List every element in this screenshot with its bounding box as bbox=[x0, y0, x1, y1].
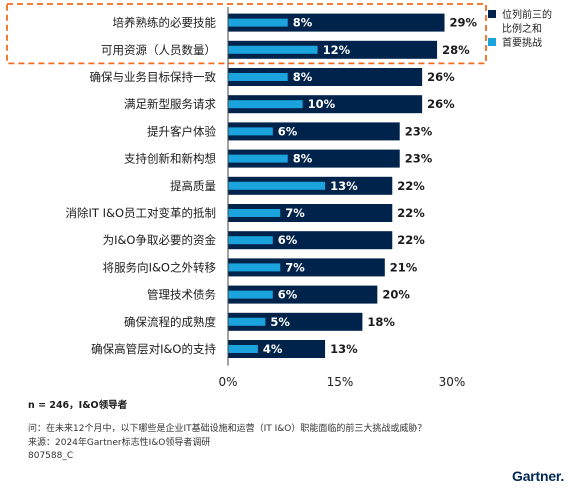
legend-label: 比例之和 bbox=[502, 22, 542, 35]
bar-top-three bbox=[228, 149, 400, 168]
source-note: 来源：2024年Gartner标志性I&O领导者调研 bbox=[28, 438, 211, 448]
bar-top-challenge-value-label: 8% bbox=[293, 70, 313, 84]
bar-top-three-value-label: 21% bbox=[390, 260, 418, 274]
bar-top-three-value-label: 22% bbox=[397, 179, 425, 193]
bar-top-three-value-label: 23% bbox=[405, 124, 433, 138]
bar-top-challenge bbox=[228, 317, 266, 326]
category-label: 提高质量 bbox=[170, 179, 216, 193]
bar-top-challenge bbox=[228, 263, 281, 272]
bar-top-challenge bbox=[228, 345, 258, 353]
bar-top-three bbox=[228, 258, 385, 277]
question-note: 问：在未来12个月中，以下哪些是企业IT基础设施和运营（IT I&O）职能面临的… bbox=[28, 424, 427, 434]
bar-top-challenge-value-label: 7% bbox=[285, 260, 305, 274]
bar-top-challenge-value-label: 5% bbox=[270, 315, 290, 329]
bar-top-challenge-value-label: 8% bbox=[293, 152, 313, 166]
bar-top-three bbox=[228, 40, 438, 59]
legend-label: 首要挑战 bbox=[502, 36, 542, 49]
category-label: 可用资源（人员数量） bbox=[101, 43, 216, 57]
bar-top-three-value-label: 28% bbox=[442, 43, 470, 57]
category-label: 消除IT I&O员工对变革的抵制 bbox=[66, 206, 216, 220]
bar-top-three-value-label: 13% bbox=[330, 342, 358, 356]
bar-top-challenge-value-label: 6% bbox=[278, 124, 298, 138]
bar-top-three-value-label: 18% bbox=[367, 315, 395, 329]
category-label: 将服务向I&O之外转移 bbox=[103, 260, 217, 274]
bar-top-three-value-label: 29% bbox=[450, 16, 478, 30]
bar-top-challenge-value-label: 7% bbox=[285, 206, 305, 220]
category-label: 满足新型服务请求 bbox=[124, 97, 216, 111]
bar-top-three bbox=[228, 68, 423, 86]
legend-swatch bbox=[488, 10, 496, 18]
bar-top-challenge bbox=[228, 290, 273, 299]
logo-text: Gartner bbox=[512, 468, 561, 484]
bar-top-challenge-value-label: 13% bbox=[330, 179, 358, 193]
bar-top-three bbox=[228, 122, 400, 141]
bar-top-challenge-value-label: 4% bbox=[263, 342, 283, 356]
legend-label: 位列前三的 bbox=[502, 8, 552, 21]
bar-top-challenge bbox=[228, 209, 281, 217]
bar-top-three bbox=[228, 231, 393, 250]
bar-top-three-value-label: 22% bbox=[397, 233, 425, 247]
bar-top-challenge bbox=[228, 45, 318, 54]
bar-top-challenge-value-label: 10% bbox=[308, 97, 336, 111]
bar-top-challenge-value-label: 8% bbox=[293, 16, 313, 30]
bar-top-three-value-label: 26% bbox=[427, 97, 455, 111]
bar-top-challenge-value-label: 12% bbox=[323, 43, 351, 57]
bar-top-challenge bbox=[228, 100, 303, 109]
bar-top-three-value-label: 26% bbox=[427, 70, 455, 84]
x-tick-label: 0% bbox=[218, 375, 237, 389]
bar-top-challenge bbox=[228, 73, 288, 81]
bar-top-three bbox=[228, 340, 326, 358]
chart-id-note: 807588_C bbox=[28, 451, 74, 461]
category-label: 管理技术债务 bbox=[147, 288, 216, 302]
bar-top-three bbox=[228, 285, 378, 304]
category-label: 为I&O争取必要的资金 bbox=[103, 233, 217, 247]
category-label: 确保与业务目标保持一致 bbox=[90, 70, 217, 84]
category-label: 培养熟练的必要技能 bbox=[113, 16, 217, 30]
category-label: 提升客户体验 bbox=[147, 124, 216, 138]
category-label: 支持创新和新构想 bbox=[124, 152, 216, 166]
bar-top-challenge-value-label: 6% bbox=[278, 233, 298, 247]
bar-top-three-value-label: 23% bbox=[405, 152, 433, 166]
x-tick-label: 15% bbox=[327, 375, 354, 389]
bar-top-three bbox=[228, 13, 445, 32]
legend-swatch bbox=[488, 38, 496, 46]
bar-top-challenge bbox=[228, 18, 288, 27]
bar-top-three-value-label: 20% bbox=[382, 288, 410, 302]
x-tick-label: 30% bbox=[439, 375, 466, 389]
bar-top-challenge bbox=[228, 127, 273, 136]
bar-top-challenge bbox=[228, 236, 273, 245]
bar-top-three bbox=[228, 95, 423, 114]
bar-top-three bbox=[228, 312, 363, 331]
category-label: 确保高管层对I&O的支持 bbox=[91, 342, 216, 356]
bar-top-challenge bbox=[228, 181, 326, 190]
bar-top-three-value-label: 22% bbox=[397, 206, 425, 220]
logo-dot: . bbox=[560, 468, 565, 484]
bar-top-challenge-value-label: 6% bbox=[278, 288, 298, 302]
sample-size-note: n = 246，I&O领导者 bbox=[28, 400, 128, 411]
category-label: 确保流程的成熟度 bbox=[124, 315, 216, 329]
bar-top-three bbox=[228, 204, 393, 222]
bar-top-challenge bbox=[228, 154, 288, 163]
gartner-logo: Gartner. bbox=[512, 468, 564, 484]
